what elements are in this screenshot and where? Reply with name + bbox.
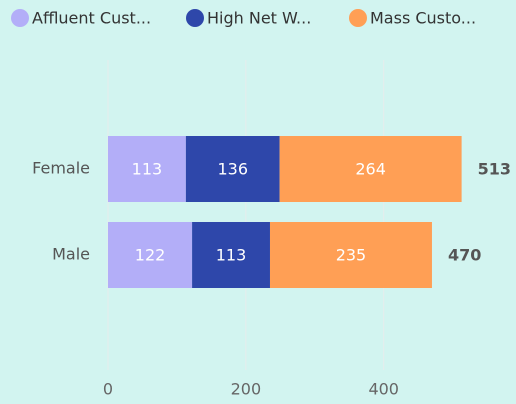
bar-segment [108, 136, 186, 202]
legend-swatch [11, 9, 29, 27]
bar-segment [108, 222, 193, 288]
x-tick-label: 200 [231, 380, 262, 399]
legend-swatch [186, 9, 204, 27]
legend-label: Mass Custo... [370, 9, 476, 28]
data-label: 235 [336, 246, 367, 265]
legend-swatch [349, 9, 367, 27]
x-tick-label: 400 [368, 380, 399, 399]
data-label: 113 [216, 246, 247, 265]
bar-segment [192, 222, 270, 288]
total-label: 470 [448, 246, 481, 265]
x-tick-label: 0 [103, 380, 113, 399]
bar-segment [279, 136, 462, 202]
data-label: 122 [135, 246, 166, 265]
bar-segment [269, 222, 432, 288]
data-label: 136 [217, 160, 248, 179]
legend-label: Affluent Cust... [32, 9, 151, 28]
bar-segment [185, 136, 280, 202]
legend-label: High Net W... [207, 9, 311, 28]
y-tick-label: Female [32, 159, 90, 178]
total-label: 513 [478, 160, 511, 179]
y-tick-label: Male [52, 245, 90, 264]
data-label: 113 [132, 160, 163, 179]
data-label: 264 [355, 160, 386, 179]
